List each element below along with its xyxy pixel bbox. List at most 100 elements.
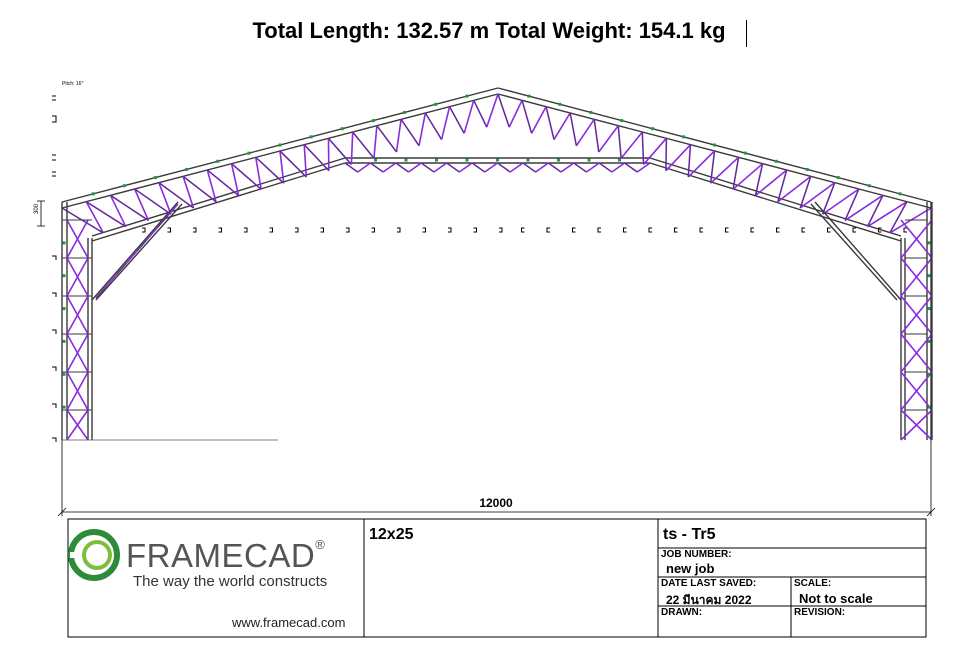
job-number-label: JOB NUMBER:	[661, 549, 732, 560]
connector-plate	[927, 339, 931, 343]
knee-web	[146, 226, 159, 240]
rafter-web	[449, 106, 465, 134]
span-dim-label: 12000	[479, 496, 513, 510]
connector-plate	[435, 158, 438, 162]
purlin-cleat	[597, 227, 601, 233]
connector-plate	[527, 94, 531, 98]
tie-web	[471, 162, 485, 173]
connector-plate	[404, 158, 408, 162]
purlin-cleat	[572, 227, 576, 233]
connector-plate	[371, 119, 375, 123]
tie-web	[395, 162, 409, 173]
column-right-web	[900, 295, 933, 335]
purlin-cleat	[903, 227, 907, 233]
connector-plate	[62, 274, 66, 278]
purlin-cleats	[142, 227, 907, 233]
rafter-web	[86, 201, 126, 227]
rafter-web	[303, 144, 308, 177]
rafter-web	[545, 106, 555, 140]
connector-plate	[927, 307, 931, 311]
purlin-cleat	[521, 227, 525, 233]
connector-plate	[374, 158, 377, 162]
logo-wordmark: FRAMECAD®	[126, 537, 325, 575]
rafter-web	[395, 119, 402, 153]
purlin-cleat	[878, 227, 882, 233]
column-left-web	[66, 257, 89, 297]
connector-plate	[62, 405, 66, 409]
revision-label: REVISION:	[794, 607, 846, 618]
rafter-web	[133, 188, 150, 221]
rafter-web	[617, 125, 622, 159]
purlin-cleat	[167, 227, 171, 233]
rafter-web	[328, 138, 352, 165]
project-name: 12x25	[369, 526, 414, 543]
tie-web	[370, 162, 384, 173]
column-left-web	[66, 295, 89, 335]
text-cursor	[746, 20, 747, 47]
purlin-cleat	[648, 227, 652, 233]
rafter-web	[158, 182, 172, 215]
connector-plate	[836, 176, 840, 180]
website-link[interactable]: www.framecad.com	[232, 615, 346, 630]
title-block	[67, 518, 927, 638]
connector-plate	[651, 127, 655, 131]
tie-web	[344, 162, 358, 173]
tie-web	[624, 162, 638, 173]
inner-chord-right	[649, 157, 902, 237]
column-right-web	[900, 257, 933, 297]
tie-web	[446, 162, 460, 173]
rafter-web	[304, 144, 330, 171]
connector-plate	[403, 110, 407, 114]
column-right-web	[900, 219, 933, 259]
rafter-web	[754, 169, 788, 197]
rafter-web	[867, 195, 884, 227]
rafter-web	[207, 169, 239, 196]
purlin-cleat	[776, 227, 780, 233]
rafter-web	[710, 156, 740, 184]
rafter-web	[844, 188, 860, 221]
purlin-cleat	[546, 227, 550, 233]
connector-plate	[805, 167, 809, 171]
rafter-web	[158, 182, 194, 209]
knee-web	[157, 215, 168, 228]
tie-web	[548, 162, 562, 173]
rafter-web	[593, 119, 600, 153]
date-saved-label: DATE LAST SAVED:	[661, 578, 757, 589]
connector-plate	[465, 94, 469, 98]
column-right-web	[900, 333, 933, 373]
rafter-web	[844, 194, 884, 222]
rafter-web	[799, 182, 836, 209]
rafter-web	[440, 106, 451, 140]
rafter-web	[110, 195, 149, 221]
rafter-web	[822, 182, 836, 215]
purlin-cleat	[422, 227, 426, 233]
rafter-web	[732, 163, 764, 190]
rafter-web	[889, 201, 908, 234]
rafter-web	[710, 150, 715, 184]
date-saved-value: 22 มีนาคม 2022	[666, 593, 752, 607]
connector-plate	[496, 158, 499, 162]
tie-web	[421, 162, 435, 173]
rafter-web	[350, 131, 354, 165]
left-tick-marks	[52, 95, 57, 442]
connector-plate	[526, 158, 530, 162]
job-number-value: new job	[666, 561, 715, 576]
height-dimension: 300	[34, 200, 45, 227]
purlin-cleat	[346, 227, 350, 233]
scale-value: Not to scale	[799, 591, 873, 606]
pitch-label: Pitch: 16°	[62, 81, 83, 87]
purlin-cleat	[725, 227, 729, 233]
connector-plate	[774, 159, 778, 163]
tie-web	[598, 162, 613, 173]
rafter-web	[732, 157, 739, 190]
purlin-cleat	[320, 227, 324, 233]
height-dim-label: 300	[34, 203, 40, 214]
purlin-cleat	[750, 227, 754, 233]
knee-brace-left	[91, 201, 179, 301]
knee-web	[136, 239, 148, 252]
purlin-cleat	[193, 227, 197, 233]
connector-plate	[216, 159, 220, 163]
connector-plate	[743, 151, 747, 155]
rafter-web	[473, 100, 487, 128]
tie-web	[433, 162, 448, 173]
